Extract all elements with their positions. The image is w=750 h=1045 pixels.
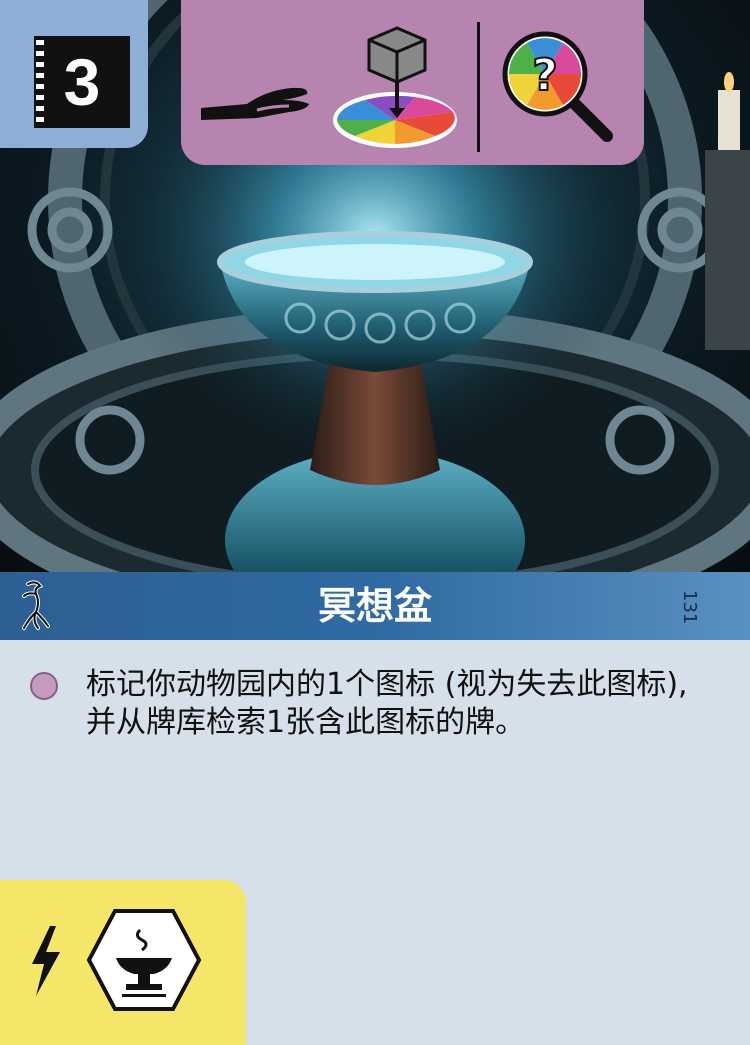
card-number: 131: [679, 590, 700, 625]
cost-value: 3: [34, 36, 130, 128]
svg-text:?: ?: [532, 50, 558, 101]
ability-text: 标记你动物园内的1个图标 (视为失去此图标), 并从牌库检索1张含此图标的牌。: [86, 667, 688, 740]
film-cost-icon: [36, 40, 44, 124]
lightning-icon: [32, 926, 60, 996]
requirements-divider: [477, 22, 480, 152]
cost-badge: 3: [0, 0, 148, 148]
tree-creature-icon: [22, 580, 50, 630]
magnifier-question-icon: ?: [502, 31, 613, 142]
card-title: 冥想盆: [317, 584, 432, 628]
title-band: 冥想盆: [0, 572, 750, 640]
purple-circle-icon: [30, 672, 58, 700]
hand-icon: [201, 87, 309, 120]
pensieve-hex-icon: [86, 909, 202, 1011]
spinner-cube-icon: [333, 26, 457, 148]
requirements-banner: ?: [181, 0, 644, 165]
